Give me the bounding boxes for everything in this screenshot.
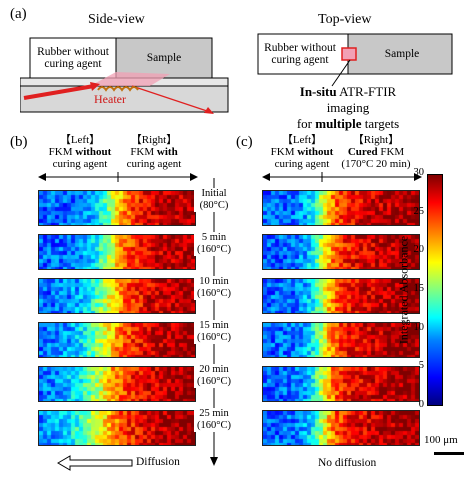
colorbar-label: Integrated Absorbance: [396, 235, 411, 345]
ir-beam-overlay: [90, 72, 170, 86]
colorbar-tick-label: 15: [413, 283, 425, 294]
scale-bar-label: 100 μm: [424, 434, 458, 446]
top-rubber-label: Rubber without curing agent: [264, 42, 336, 66]
panel-c-map-4: [262, 322, 420, 358]
panel-c-map-6: [262, 410, 420, 446]
caption-pre-2: for: [296, 116, 316, 131]
colorbar-tick-label: 25: [413, 205, 425, 217]
time-value: 20 min: [199, 364, 229, 375]
time-value: Initial: [201, 188, 227, 199]
panel-c-map-5: [262, 366, 420, 402]
time-label-6: 25 min (160°C): [194, 408, 234, 432]
temperature-value: (160°C): [197, 376, 231, 387]
diffusion-label: Diffusion: [136, 456, 180, 468]
panel-b-label: (b): [10, 134, 28, 150]
colorbar-tick-label: 30: [413, 167, 425, 178]
panel-b-map-6: [38, 410, 196, 446]
c-left-h1: 【Left】: [281, 134, 323, 146]
panel-c-map-3: [262, 278, 420, 314]
time-label-5: 20 min (160°C): [194, 364, 234, 388]
colorbar-tick-label: 20: [413, 244, 425, 256]
measurement-spot: [341, 47, 357, 61]
time-value: 15 min: [199, 320, 229, 331]
panel-b-right-header: 【Right】 FKM with curing agent: [114, 134, 194, 170]
diffusion-arrow: [57, 455, 133, 471]
in-situ-caption: In-situ ATR-FTIR imaging for multiple ta…: [278, 84, 418, 132]
side-sample-label: Sample: [146, 52, 182, 64]
temperature-value: (80°C): [199, 200, 229, 211]
panel-b-double-arrow: [38, 172, 198, 182]
side-view-title: Side-view: [88, 12, 145, 27]
time-label-4: 15 min (160°C): [194, 320, 234, 344]
colorbar-tick-label: 10: [413, 321, 425, 333]
ir-beam-in-head: [90, 82, 100, 91]
panel-b-map-3: [38, 278, 196, 314]
top-view-diagram: [257, 33, 453, 75]
callout-line: [331, 59, 351, 87]
caption-bold-1: In-situ: [299, 84, 337, 99]
b-right-h3: curing agent: [126, 158, 182, 170]
c-right-h1: 【Right】: [352, 134, 400, 146]
time-label-1: Initial (80°C): [194, 188, 234, 212]
b-left-h1: 【Left】: [59, 134, 101, 146]
heater-coil: [97, 86, 139, 92]
time-label-2: 5 min (160°C): [194, 232, 234, 256]
heater-label: Heater: [94, 92, 126, 106]
panel-a-label: (a): [10, 6, 27, 22]
temperature-value: (160°C): [197, 288, 231, 299]
panel-b-left-header: 【Left】 FKM without curing agent: [40, 134, 120, 170]
temperature-value: (160°C): [197, 244, 231, 255]
ir-beam-in: [23, 84, 95, 100]
temperature-value: (160°C): [197, 332, 231, 343]
side-rubber-label: Rubber without curing agent: [37, 46, 109, 70]
b-right-h2: FKM with: [130, 146, 178, 158]
panel-b-map-1: [38, 190, 196, 226]
no-diffusion-label: No diffusion: [318, 457, 377, 469]
time-value: 5 min: [201, 232, 227, 243]
side-rubber-block: [29, 37, 117, 79]
caption-bold-2: multiple: [315, 116, 362, 131]
c-left-h3: curing agent: [274, 158, 330, 170]
caption-rest-1: ATR-FTIR imaging: [326, 84, 397, 115]
b-left-h2: FKM without: [48, 146, 112, 158]
colorbar-tick-label: 5: [418, 360, 424, 372]
panel-b-map-2: [38, 234, 196, 270]
panel-c-left-header: 【Left】 FKM without curing agent: [262, 134, 342, 170]
panel-c-map-2: [262, 234, 420, 270]
colorbar-tick-label: 0: [418, 399, 424, 410]
panel-c-double-arrow: [262, 172, 422, 182]
time-value: 25 min: [199, 408, 229, 419]
top-view-title: Top-view: [318, 12, 372, 27]
c-left-h2: FKM without: [270, 146, 334, 158]
panel-b-map-5: [38, 366, 196, 402]
panel-c-map-1: [262, 190, 420, 226]
b-right-h1: 【Right】: [130, 134, 178, 146]
ir-beam-out-head: [204, 107, 214, 114]
side-view-diagram: [20, 37, 229, 114]
time-label-3: 10 min (160°C): [194, 276, 234, 300]
b-left-h3: curing agent: [52, 158, 108, 170]
top-sample-label: Sample: [384, 48, 420, 60]
temperature-value: (160°C): [197, 420, 231, 431]
panel-b-map-4: [38, 322, 196, 358]
c-right-h2: Cured FKM: [347, 146, 405, 158]
caption-line-2: for multiple targets: [278, 116, 418, 132]
panel-c-label: (c): [236, 134, 253, 150]
stage-block: [20, 85, 229, 113]
caption-post-2: targets: [361, 116, 400, 131]
panel-c-right-header: 【Right】 Cured FKM (170°C 20 min): [334, 134, 418, 170]
time-value: 10 min: [199, 276, 229, 287]
top-sample-block: [347, 33, 453, 75]
scale-bar: [434, 452, 464, 455]
side-sample-block: [115, 37, 213, 79]
ir-beam-out: [131, 85, 211, 113]
caption-line-1: In-situ ATR-FTIR imaging: [278, 84, 418, 116]
c-right-h3: (170°C 20 min): [341, 158, 411, 170]
colorbar: [427, 174, 443, 406]
